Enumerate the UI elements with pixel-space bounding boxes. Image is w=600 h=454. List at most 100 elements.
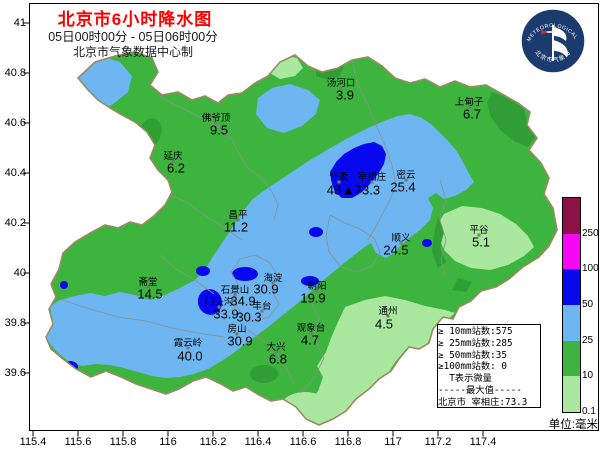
legend-tick-label: 250 xyxy=(582,227,599,239)
station-dot xyxy=(309,331,313,335)
region-lightgreen-pinggu xyxy=(438,206,534,270)
legend-colorbar xyxy=(562,197,581,413)
station-name: 平谷 xyxy=(469,225,489,236)
station-dot xyxy=(236,218,240,222)
x-tick-label: 116.8 xyxy=(334,436,362,448)
station-value: 19.9 xyxy=(300,290,326,306)
station-name: 石景山 xyxy=(220,285,250,296)
stats-line: ≥ 50mm站数:35 xyxy=(438,349,507,361)
station-dot xyxy=(315,289,319,293)
region-darkgreen-northeast xyxy=(487,92,535,147)
legend-segment xyxy=(563,376,580,412)
logo-vane-icon xyxy=(541,25,568,61)
station-dot xyxy=(235,332,239,336)
x-tick-label: 116 xyxy=(159,436,177,448)
station-value: 11.2 xyxy=(223,219,249,235)
station-value: 30.9 xyxy=(253,281,279,297)
stats-line: ≥ 25mm站数:285 xyxy=(438,337,513,349)
x-tick-label: 117 xyxy=(384,436,402,448)
region-blue-shijingshan xyxy=(196,266,210,276)
legend-segment xyxy=(563,304,580,341)
x-tick-label: 116.6 xyxy=(289,436,317,448)
station-dot xyxy=(217,305,221,309)
station-dot xyxy=(271,281,275,285)
station-value: 40.0 xyxy=(177,348,203,364)
station-dot xyxy=(214,121,218,125)
station-dot xyxy=(337,180,341,184)
station-dot xyxy=(171,159,175,163)
y-tick-label: 39.8 xyxy=(4,317,26,329)
station-dot xyxy=(386,314,390,318)
stats-line: ≥100mm站数: 0 xyxy=(438,361,507,373)
station-dot xyxy=(274,350,278,354)
legend-segment xyxy=(563,198,580,234)
region-blue-east-dot xyxy=(422,239,432,247)
legend-tick-label: 25 xyxy=(582,334,594,346)
station-name: 通州 xyxy=(378,306,398,317)
station-value: 6.7 xyxy=(462,106,482,122)
axis-tick-marks xyxy=(23,22,484,437)
x-tick-label: 115.6 xyxy=(64,436,92,448)
y-tick-label: 40.2 xyxy=(4,217,26,229)
station-dot xyxy=(477,233,481,237)
y-tick-label: 40.4 xyxy=(4,167,26,179)
station-name: 丰台 xyxy=(252,301,272,312)
station-dot xyxy=(339,86,343,90)
district-boundaries xyxy=(61,59,447,394)
legend-tick-label: 10 xyxy=(582,370,594,382)
station-value: 4.7 xyxy=(300,332,320,348)
legend-tick-label: 100 xyxy=(582,263,599,275)
region-darkgreen-south xyxy=(250,365,278,383)
stats-line: -----最大值----- xyxy=(438,384,522,396)
legend-segment xyxy=(563,340,580,377)
time-range: 05日00时00分 - 05日06时00分 xyxy=(48,30,218,44)
legend-segment xyxy=(563,233,580,270)
station-dot xyxy=(404,178,408,182)
station-value: 33.9 xyxy=(213,306,239,322)
station-value: 9.5 xyxy=(209,122,229,138)
station-value: 4.5 xyxy=(374,316,394,332)
legend-tick-label: 50 xyxy=(582,298,594,310)
legend-segment xyxy=(563,269,580,305)
station-name: 朝阳 xyxy=(307,281,327,292)
station-dot xyxy=(260,309,264,313)
region-blue-west-dot xyxy=(60,281,68,289)
station-value: 3.9 xyxy=(335,87,355,103)
plot-frame xyxy=(29,3,599,431)
x-tick-label: 117.4 xyxy=(469,436,497,448)
station-name: 昌平 xyxy=(228,210,248,221)
y-tick-label: 39.6 xyxy=(4,367,26,379)
legend-tick-label: 0.1 xyxy=(582,405,596,417)
region-blue-huairou xyxy=(330,142,386,198)
station-name: 延庆 xyxy=(163,151,183,162)
beijing-boundary xyxy=(45,51,558,426)
station-dot xyxy=(399,241,403,245)
x-tick-label: 116.4 xyxy=(244,436,272,448)
region-darkgreen-southeast xyxy=(452,278,472,292)
region-blue-chaoyang xyxy=(301,276,319,286)
station-value: 30.9 xyxy=(227,333,253,349)
stats-line: T表示微量 xyxy=(438,373,492,385)
station-name: 顺义 xyxy=(391,233,411,244)
station-value: 25.4 xyxy=(390,179,416,195)
station-value: 34.9 xyxy=(230,293,256,309)
credit-line: 北京市气象数据中心制 xyxy=(72,45,193,59)
y-tick-label: 40.6 xyxy=(4,117,26,129)
x-tick-label: 116.2 xyxy=(199,436,227,448)
logo-arrow xyxy=(541,29,548,35)
region-blue-haidian xyxy=(232,267,258,281)
region-blue-southwest xyxy=(62,361,78,373)
y-tick-label: 41 xyxy=(13,17,26,29)
station-name: 佛爷顶 xyxy=(201,113,231,124)
station-name: 门头沟 xyxy=(204,297,234,308)
station-name: 密云 xyxy=(396,170,416,181)
bms-logo: BEIJING METEOROLOGICAL SERVICE 北京市气象局 xyxy=(519,5,586,73)
stats-line: 北京市 宰相庄:73.3 xyxy=(438,396,528,408)
station-name: 宰相庄 xyxy=(357,172,387,183)
y-tick-label: 40 xyxy=(13,267,26,279)
station-name: 上甸子 xyxy=(454,97,484,108)
unit-label: 单位:毫米 xyxy=(548,419,598,431)
